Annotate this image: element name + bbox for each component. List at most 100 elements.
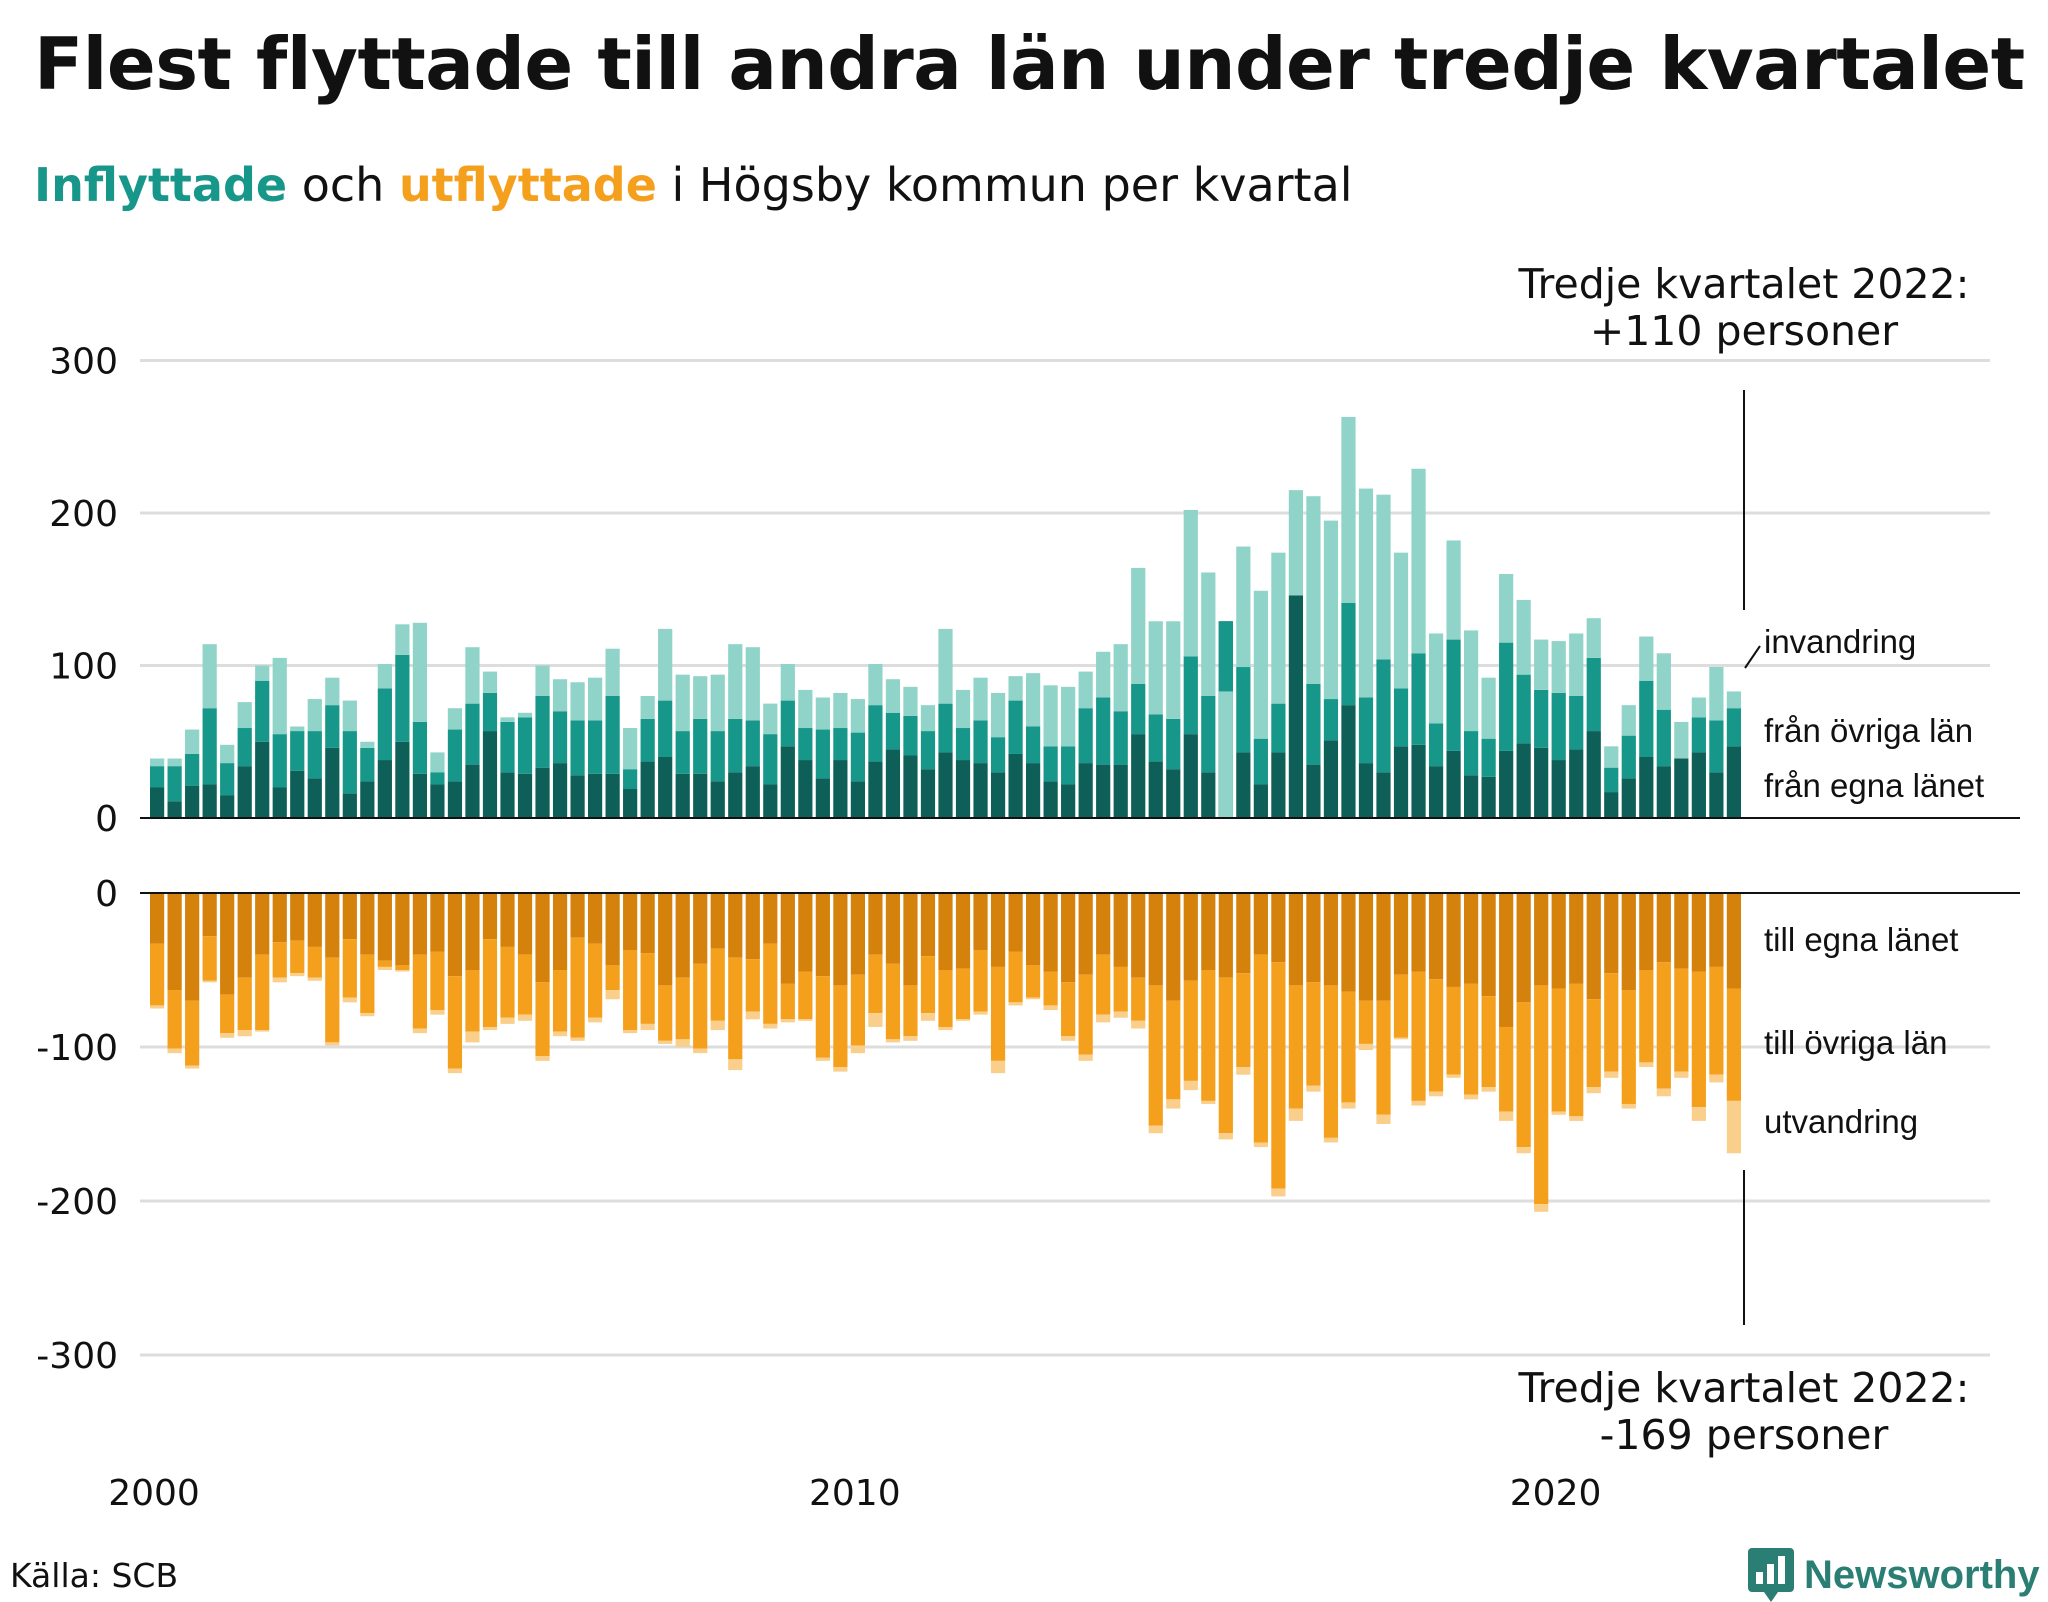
bar-in-2-72: [1411, 468, 1426, 654]
bar-out-2-49: [1008, 1002, 1023, 1006]
bar-out-2-66: [1306, 1085, 1321, 1092]
bar-in-1-34: [745, 720, 760, 767]
bar-in-1-7: [272, 734, 287, 788]
bar-out-0-72: [1411, 893, 1426, 972]
bar-in-0-13: [377, 760, 392, 818]
ytick-top-0: 0: [95, 799, 118, 840]
bar-out-0-50: [1026, 893, 1041, 966]
bar-out-1-64: [1271, 962, 1286, 1189]
bar-out-0-79: [1534, 893, 1549, 986]
bar-in-1-81: [1569, 696, 1584, 750]
bar-out-0-81: [1569, 893, 1584, 984]
bar-out-0-55: [1113, 893, 1128, 967]
bar-in-1-58: [1166, 718, 1181, 770]
bar-in-0-73: [1428, 766, 1444, 818]
bar-in-2-24: [570, 682, 585, 721]
bar-in-2-88: [1691, 697, 1706, 718]
subtitle-in-word: Inflyttade: [34, 158, 288, 212]
bar-out-2-82: [1586, 1087, 1601, 1094]
bar-out-0-62: [1236, 893, 1251, 974]
bar-in-1-26: [605, 696, 620, 774]
bar-out-2-71: [1393, 1037, 1409, 1040]
bar-out-1-87: [1674, 968, 1689, 1072]
bar-in-0-28: [640, 761, 655, 818]
bar-out-1-82: [1586, 999, 1601, 1088]
bar-out-2-83: [1604, 1071, 1619, 1078]
bar-in-2-51: [1043, 685, 1058, 747]
bar-out-1-53: [1078, 974, 1093, 1055]
bar-out-1-61: [1218, 977, 1233, 1134]
bar-out-2-11: [342, 997, 357, 1003]
bar-out-0-23: [552, 893, 568, 970]
bar-in-1-70: [1376, 659, 1391, 773]
bar-out-1-86: [1656, 962, 1671, 1089]
bar-in-0-42: [885, 749, 901, 819]
bar-out-2-60: [1201, 1100, 1216, 1104]
bar-out-2-43: [903, 1036, 918, 1041]
bar-out-1-66: [1306, 982, 1321, 1086]
bar-in-2-49: [1008, 676, 1023, 701]
bar-out-0-38: [815, 893, 830, 977]
bar-in-0-84: [1621, 778, 1636, 818]
bar-in-0-72: [1411, 744, 1426, 818]
bar-out-1-46: [955, 968, 971, 1020]
annotation-bottom-line2: -169 personer: [1600, 1411, 1889, 1459]
bar-in-1-1: [167, 766, 182, 802]
annotations: Tredje kvartalet 2022: +110 personer Tre…: [1518, 260, 1970, 1459]
bar-in-0-75: [1464, 775, 1479, 818]
bar-in-0-86: [1656, 766, 1671, 818]
bar-in-1-46: [955, 728, 971, 761]
bar-out-2-23: [552, 1031, 568, 1037]
bar-in-1-0: [150, 766, 165, 788]
bar-out-2-38: [815, 1057, 830, 1061]
bar-out-1-77: [1499, 1026, 1514, 1112]
bar-in-1-10: [325, 705, 340, 748]
bar-out-1-31: [693, 963, 708, 1049]
bar-out-2-8: [290, 973, 305, 977]
bar-out-1-36: [780, 983, 795, 1020]
bar-in-1-41: [868, 705, 883, 762]
bar-in-2-25: [588, 677, 603, 721]
bar-out-1-78: [1516, 1002, 1531, 1148]
bar-in-0-2: [185, 785, 200, 818]
bar-in-0-81: [1569, 749, 1584, 819]
ytick-bottom-300: -300: [36, 1336, 118, 1377]
bar-in-1-33: [728, 718, 743, 773]
bar-out-1-7: [272, 942, 287, 978]
bar-in-1-63: [1253, 738, 1268, 785]
bar-in-2-53: [1078, 671, 1093, 709]
bar-in-0-64: [1271, 752, 1286, 818]
segment-label-leader: [1744, 645, 1761, 669]
bar-out-2-20: [500, 1017, 515, 1024]
bar-out-0-3: [202, 893, 217, 937]
bar-out-1-67: [1323, 985, 1339, 1138]
bar-in-2-34: [745, 647, 760, 721]
bar-in-2-37: [798, 689, 813, 729]
bar-out-0-40: [850, 893, 865, 975]
bar-in-2-71: [1393, 552, 1409, 689]
bar-in-2-62: [1236, 546, 1251, 668]
bar-in-0-41: [868, 761, 883, 818]
bar-out-2-9: [307, 977, 322, 981]
bar-out-2-15: [412, 1028, 427, 1034]
bar-out-1-11: [342, 939, 357, 998]
bar-in-2-54: [1096, 651, 1111, 698]
bar-out-2-40: [850, 1045, 865, 1054]
bar-in-2-18: [465, 647, 480, 704]
bar-in-2-12: [360, 741, 375, 748]
segment-label-bottom-1: till övriga län: [1764, 1024, 1947, 1061]
bar-in-1-52: [1061, 746, 1076, 785]
bar-out-0-21: [517, 893, 533, 955]
bar-in-0-70: [1376, 772, 1391, 818]
bar-in-1-80: [1551, 692, 1566, 761]
bar-out-0-77: [1499, 893, 1514, 1027]
bar-in-2-35: [763, 703, 778, 735]
bar-out-0-45: [938, 893, 953, 970]
bar-in-0-12: [360, 781, 375, 818]
bar-in-2-74: [1446, 540, 1461, 640]
bar-in-0-25: [588, 773, 603, 818]
bar-out-0-17: [447, 893, 463, 977]
bar-in-0-26: [605, 773, 620, 818]
bar-in-2-50: [1026, 673, 1041, 727]
bar-in-1-31: [693, 718, 708, 774]
